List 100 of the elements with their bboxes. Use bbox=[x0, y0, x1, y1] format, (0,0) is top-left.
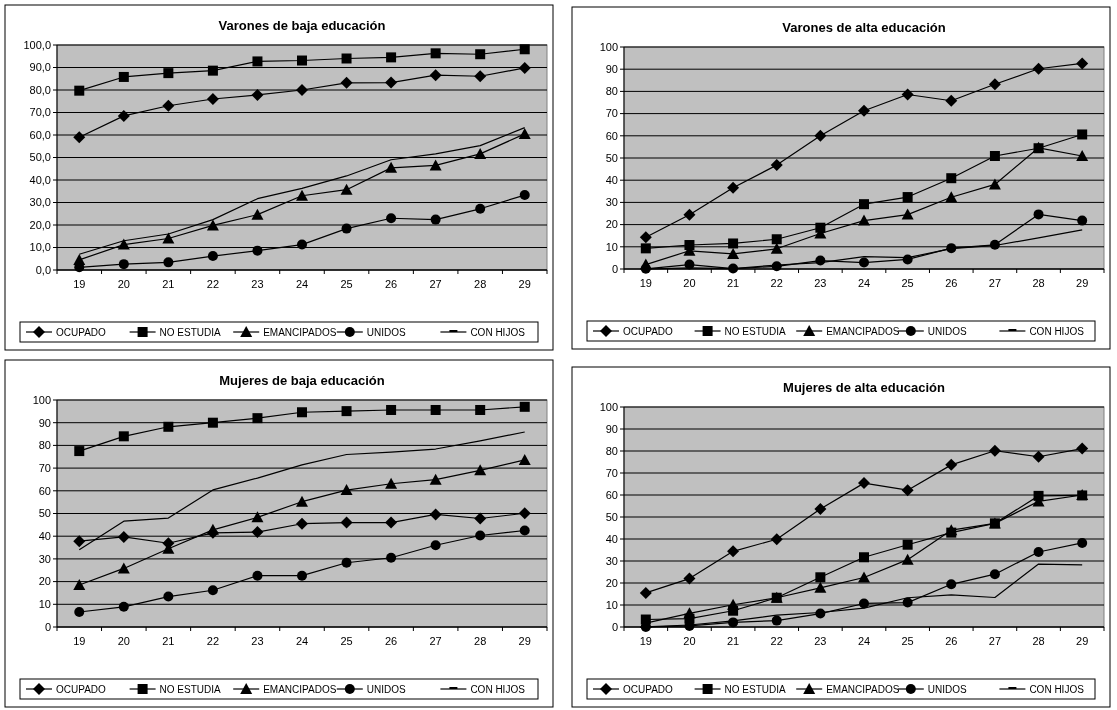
x-tick-label: 20 bbox=[117, 635, 130, 647]
x-tick-label: 28 bbox=[1032, 635, 1045, 647]
chart-title: Varones de baja educación bbox=[218, 18, 386, 33]
x-tick-label: 25 bbox=[901, 635, 914, 647]
x-tick-label: 28 bbox=[1032, 277, 1045, 289]
legend-label: OCUPADO bbox=[623, 683, 674, 695]
legend-label: NO ESTUDIA bbox=[159, 683, 222, 695]
y-tick-label: 20 bbox=[605, 218, 618, 231]
y-tick-label: 100 bbox=[599, 400, 618, 413]
legend-label: OCUPADO bbox=[56, 326, 107, 338]
legend-label: CON HIJOS bbox=[1029, 683, 1085, 695]
x-tick-label: 24 bbox=[295, 635, 309, 647]
legend-label: OCUPADO bbox=[56, 683, 107, 695]
legend-label: EMANCIPADOS bbox=[263, 326, 337, 338]
y-tick-label: 100 bbox=[599, 40, 618, 53]
legend-label: EMANCIPADOS bbox=[826, 683, 900, 695]
x-tick-label: 27 bbox=[988, 635, 1002, 647]
y-tick-label: 90 bbox=[605, 422, 618, 435]
x-tick-label: 19 bbox=[73, 635, 86, 647]
x-tick-label: 29 bbox=[1076, 635, 1089, 647]
chart-title: Mujeres de baja educación bbox=[219, 373, 385, 388]
y-tick-label: 30,0 bbox=[29, 196, 51, 209]
legend-label: UNIDOS bbox=[927, 325, 968, 337]
x-tick-label: 19 bbox=[73, 278, 86, 290]
y-tick-label: 10,0 bbox=[29, 241, 51, 254]
legend-label: UNIDOS bbox=[366, 326, 407, 338]
y-tick-label: 50,0 bbox=[29, 151, 51, 164]
y-tick-label: 30 bbox=[38, 552, 51, 565]
y-tick-label: 10 bbox=[605, 240, 618, 253]
x-tick-label: 27 bbox=[988, 277, 1002, 289]
y-tick-label: 0,0 bbox=[35, 263, 51, 276]
x-tick-label: 22 bbox=[770, 635, 783, 647]
y-tick-label: 80 bbox=[605, 85, 618, 98]
x-tick-label: 22 bbox=[206, 278, 220, 290]
y-tick-label: 70 bbox=[605, 466, 618, 479]
y-tick-label: 80 bbox=[605, 444, 618, 457]
x-tick-label: 24 bbox=[857, 277, 871, 289]
x-tick-label: 19 bbox=[639, 277, 652, 289]
y-tick-label: 90 bbox=[605, 63, 618, 76]
x-tick-label: 29 bbox=[518, 278, 531, 290]
y-tick-label: 90 bbox=[38, 416, 51, 429]
x-tick-label: 28 bbox=[474, 635, 487, 647]
y-tick-label: 10 bbox=[38, 598, 51, 611]
y-tick-label: 70 bbox=[605, 107, 618, 120]
x-tick-label: 25 bbox=[340, 278, 353, 290]
y-tick-label: 20 bbox=[605, 576, 618, 589]
y-tick-label: 60 bbox=[605, 129, 618, 142]
y-tick-label: 50 bbox=[605, 510, 618, 523]
x-tick-label: 23 bbox=[814, 277, 827, 289]
x-tick-label: 20 bbox=[683, 635, 696, 647]
x-tick-label: 21 bbox=[726, 277, 740, 289]
legend-label: UNIDOS bbox=[366, 683, 407, 695]
y-tick-label: 10 bbox=[605, 598, 618, 611]
x-tick-label: 20 bbox=[683, 277, 696, 289]
x-tick-label: 27 bbox=[429, 278, 442, 290]
y-tick-label: 30 bbox=[605, 554, 618, 567]
legend-label: NO ESTUDIA bbox=[159, 326, 222, 338]
x-tick-label: 22 bbox=[770, 277, 783, 289]
y-tick-label: 80,0 bbox=[29, 83, 51, 96]
y-tick-label: 40,0 bbox=[29, 173, 51, 186]
x-tick-label: 23 bbox=[814, 635, 827, 647]
x-tick-label: 24 bbox=[295, 278, 309, 290]
y-tick-label: 50 bbox=[605, 151, 618, 164]
y-tick-label: 20,0 bbox=[29, 218, 51, 231]
x-tick-label: 27 bbox=[429, 635, 442, 647]
x-tick-label: 26 bbox=[945, 635, 958, 647]
y-tick-label: 20 bbox=[38, 575, 51, 588]
x-tick-label: 25 bbox=[340, 635, 353, 647]
legend-label: CON HIJOS bbox=[470, 326, 526, 338]
y-tick-label: 40 bbox=[605, 532, 618, 545]
x-tick-label: 25 bbox=[901, 277, 914, 289]
y-tick-label: 0 bbox=[611, 262, 618, 275]
x-tick-label: 23 bbox=[251, 635, 264, 647]
x-tick-label: 23 bbox=[251, 278, 264, 290]
x-tick-label: 20 bbox=[117, 278, 130, 290]
legend-label: NO ESTUDIA bbox=[724, 325, 787, 337]
x-tick-label: 26 bbox=[945, 277, 958, 289]
x-tick-label: 29 bbox=[518, 635, 531, 647]
y-tick-label: 60 bbox=[605, 488, 618, 501]
legend-label: NO ESTUDIA bbox=[724, 683, 787, 695]
x-tick-label: 26 bbox=[384, 635, 398, 647]
x-tick-label: 24 bbox=[857, 635, 871, 647]
y-tick-label: 30 bbox=[605, 196, 618, 209]
y-tick-label: 100,0 bbox=[23, 38, 51, 51]
y-tick-label: 60 bbox=[38, 484, 51, 497]
y-tick-label: 70,0 bbox=[29, 106, 51, 119]
legend-label: EMANCIPADOS bbox=[263, 683, 337, 695]
x-tick-label: 26 bbox=[384, 278, 398, 290]
x-tick-label: 19 bbox=[639, 635, 652, 647]
chart-title: Mujeres de alta educación bbox=[783, 380, 945, 395]
y-tick-label: 60,0 bbox=[29, 128, 51, 141]
y-tick-label: 90,0 bbox=[29, 61, 51, 74]
x-tick-label: 21 bbox=[726, 635, 740, 647]
legend-label: UNIDOS bbox=[927, 683, 968, 695]
chart-title: Varones de alta educación bbox=[782, 20, 946, 35]
legend-label: OCUPADO bbox=[623, 325, 674, 337]
legend-label: CON HIJOS bbox=[1029, 325, 1085, 337]
x-tick-label: 29 bbox=[1076, 277, 1089, 289]
y-tick-label: 50 bbox=[38, 507, 51, 520]
y-tick-label: 0 bbox=[44, 620, 51, 633]
